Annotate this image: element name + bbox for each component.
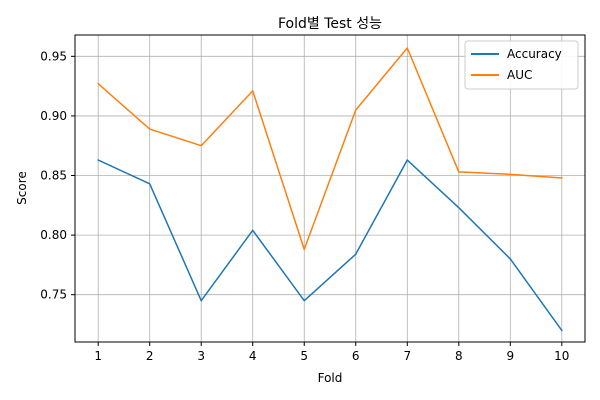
plot-frame xyxy=(74,34,586,343)
series-layer xyxy=(97,47,563,332)
legend-auc-label: AUC xyxy=(507,68,532,82)
grid-layer xyxy=(75,35,585,342)
x-tick-label: 6 xyxy=(352,349,360,363)
x-axis-label: Fold xyxy=(318,371,343,385)
x-tick-label: 10 xyxy=(554,349,569,363)
chart-title: Fold별 Test 성능 xyxy=(278,16,382,32)
legend-accuracy-label: Accuracy xyxy=(507,47,562,61)
x-tick-label: 5 xyxy=(300,349,308,363)
auc-series-line xyxy=(97,47,563,251)
x-tick-label: 2 xyxy=(146,349,154,363)
legend: Accuracy AUC xyxy=(464,40,579,90)
y-tick-label: 0.85 xyxy=(40,169,67,183)
y-tick-label: 0.75 xyxy=(40,288,67,302)
x-tick-label: 3 xyxy=(197,349,205,363)
x-tick-label: 4 xyxy=(249,349,257,363)
accuracy-series-line xyxy=(97,159,563,332)
y-tick-label: 0.90 xyxy=(40,109,67,123)
x-tick-label: 9 xyxy=(506,349,514,363)
y-axis-label: Score xyxy=(15,171,29,205)
x-tick-label: 7 xyxy=(403,349,411,363)
x-ticks: 1 2 3 4 5 6 7 8 9 10 xyxy=(94,342,569,363)
x-tick-label: 1 xyxy=(94,349,102,363)
y-tick-label: 0.80 xyxy=(40,228,67,242)
x-tick-label: 8 xyxy=(455,349,463,363)
y-ticks: 0.75 0.80 0.85 0.90 0.95 xyxy=(40,49,75,302)
y-tick-label: 0.95 xyxy=(40,49,67,63)
